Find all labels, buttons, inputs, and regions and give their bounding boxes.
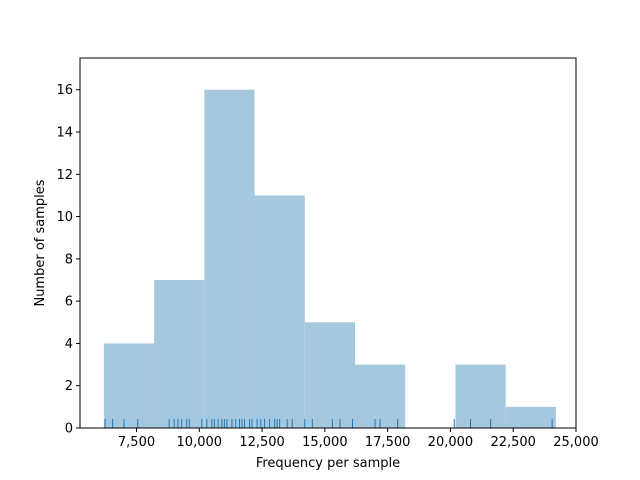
x-axis-ticks: 7,500 10,000 12,500 15,000 17,500 20,000 22,50… bbox=[118, 428, 599, 450]
x-tick-label: 7,500 bbox=[118, 435, 155, 450]
x-tick-label: 12,500 bbox=[239, 435, 285, 450]
histogram-bar-7 bbox=[455, 364, 506, 428]
histogram-bar-0 bbox=[103, 343, 155, 428]
histogram-bar-5 bbox=[354, 364, 406, 428]
histogram-bar-8 bbox=[505, 406, 556, 428]
y-tick-label: 4 bbox=[65, 337, 73, 352]
x-tick-label: 22,500 bbox=[490, 435, 536, 450]
x-tick-label: 20,000 bbox=[428, 435, 474, 450]
x-axis-label: Frequency per sample bbox=[256, 456, 400, 471]
histogram-bar-3 bbox=[254, 195, 305, 428]
histogram-bars bbox=[103, 89, 556, 428]
y-tick-label: 16 bbox=[56, 83, 73, 98]
histogram-bar-1 bbox=[154, 280, 205, 428]
histogram-bar-2 bbox=[204, 89, 255, 428]
y-axis-label: Number of samples bbox=[33, 179, 48, 306]
y-tick-label: 0 bbox=[65, 422, 73, 437]
x-tick-label: 10,000 bbox=[177, 435, 223, 450]
y-axis-ticks: 0 2 4 6 8 10 12 14 16 bbox=[56, 83, 80, 437]
x-tick-label: 25,000 bbox=[553, 435, 599, 450]
rug-marks bbox=[104, 419, 553, 428]
y-tick-label: 12 bbox=[56, 168, 73, 183]
x-tick-label: 15,000 bbox=[302, 435, 348, 450]
y-tick-label: 2 bbox=[65, 379, 73, 394]
plot-frame bbox=[79, 57, 577, 429]
y-tick-label: 10 bbox=[56, 210, 73, 225]
y-tick-label: 8 bbox=[65, 252, 73, 267]
y-tick-label: 6 bbox=[65, 295, 73, 310]
histogram-bar-4 bbox=[304, 322, 355, 428]
x-tick-label: 17,500 bbox=[365, 435, 411, 450]
y-tick-label: 14 bbox=[56, 126, 73, 141]
